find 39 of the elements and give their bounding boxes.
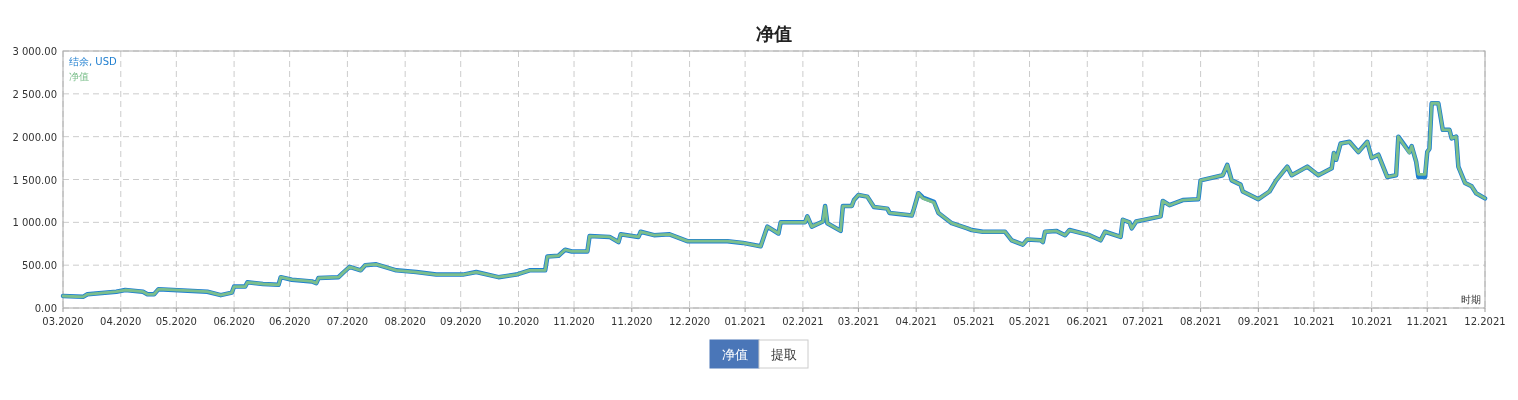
x-tick-label: 05.2021: [953, 316, 995, 327]
y-tick-label: 500.00: [22, 260, 57, 272]
x-tick-label: 09.2021: [1237, 316, 1280, 327]
x-tick-label: 07.2020: [326, 316, 369, 327]
x-tick-label: 11.2021: [1406, 316, 1448, 327]
x-tick-label: 05.2020: [155, 316, 197, 327]
x-tick-label: 05.2021: [1008, 316, 1051, 327]
x-tick-label: 07.2021: [1122, 316, 1164, 327]
x-tick-label: 12.2021: [1464, 316, 1506, 327]
x-tick-label: 12.2020: [668, 316, 711, 327]
y-tick-label: 2 000.00: [12, 131, 57, 143]
x-tick-label: 11.2020: [553, 316, 595, 327]
x-tick-label: 08.2021: [1179, 316, 1222, 327]
x-tick-label: 09.2020: [440, 316, 482, 327]
x-tick-label: 03.2021: [837, 316, 880, 327]
x-tick-label: 10.2021: [1293, 316, 1335, 327]
x-tick-label: 06.2020: [268, 316, 311, 327]
x-tick-label: 10.2020: [497, 316, 540, 327]
x-tick-label: 06.2021: [1066, 316, 1108, 327]
x-tick-label: 03.2020: [42, 316, 84, 327]
x-tick-label: 08.2020: [384, 316, 426, 327]
y-tick-label: 2 500.00: [12, 88, 57, 100]
x-tick-label: 10.2021: [1351, 316, 1393, 327]
x-tick-label: 04.2020: [100, 316, 142, 327]
y-tick-label: 3 000.00: [12, 46, 57, 57]
x-tick-label: 04.2021: [895, 316, 937, 327]
y-tick-label: 0.00: [34, 303, 57, 314]
text: 提取: [770, 347, 797, 362]
chart-title: 净值: [756, 23, 792, 44]
y-tick-label: 1 500.00: [12, 174, 57, 186]
x-axis-title: 时期: [1461, 294, 1481, 305]
x-tick-label: 11.2020: [611, 316, 653, 327]
text: 净值: [69, 71, 89, 82]
y-tick-label: 1 000.00: [12, 217, 57, 229]
x-tick-label: 01.2021: [724, 316, 766, 327]
text: 净值: [721, 347, 748, 362]
x-tick-label: 06.2020: [213, 316, 255, 327]
text: 结余, USD: [69, 56, 118, 67]
x-tick-label: 02.2021: [782, 316, 824, 327]
